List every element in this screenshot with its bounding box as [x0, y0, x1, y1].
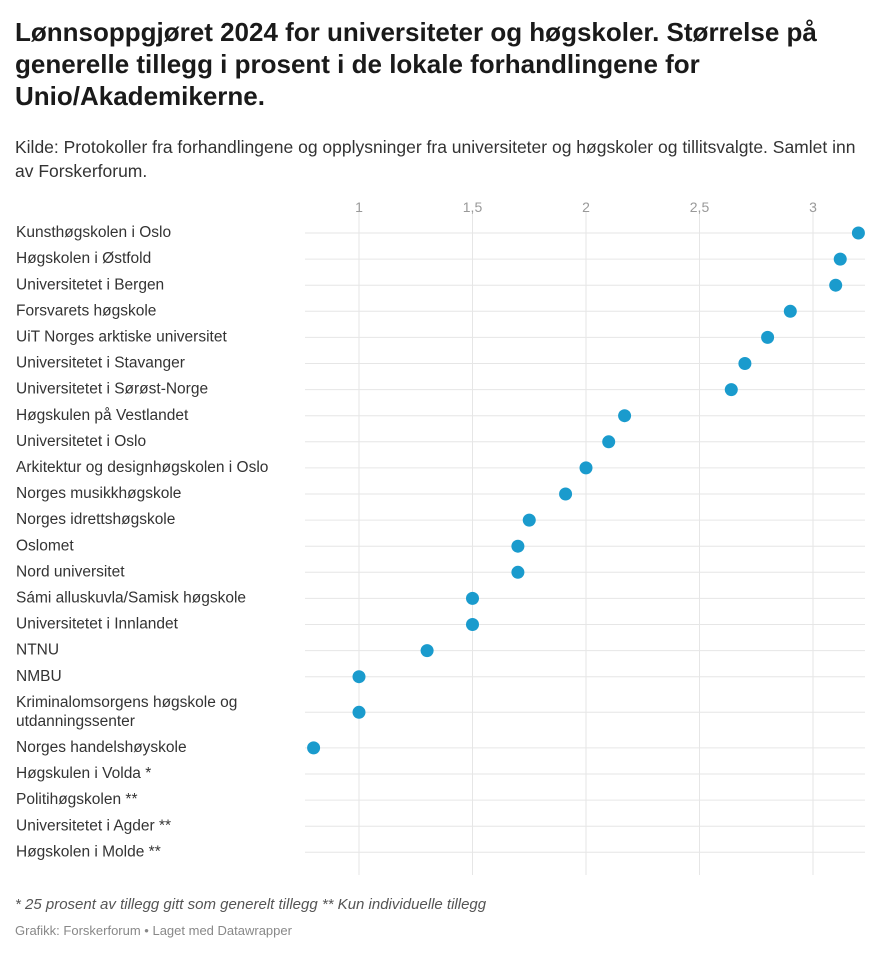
data-point [466, 591, 479, 605]
data-point [579, 461, 593, 475]
x-axis-ticks: 1 1,5 2 2,5 3 [355, 199, 817, 215]
row-label: Universitetet i Stavanger [16, 355, 185, 372]
data-point [761, 330, 775, 344]
row-label: Politihøgskolen ** [16, 791, 137, 808]
grid-lines [358, 212, 814, 875]
data-point [511, 539, 525, 553]
data-point [833, 252, 847, 266]
row-label: Universitetet i Agder ** [16, 817, 171, 834]
row-label: Høgskolen i Molde ** [16, 843, 161, 860]
row-label: Nord universitet [16, 563, 125, 580]
x-tick-label: 3 [809, 199, 817, 215]
chart-subtitle: Kilde: Protokoller fra forhandlingene og… [15, 137, 856, 181]
credit-source: Grafikk: Forskerforum [15, 923, 141, 938]
row-label: Norges musikkhøgskole [16, 485, 181, 502]
row-label: UiT Norges arktiske universitet [16, 328, 227, 345]
chart-title: Lønnsoppgjøret 2024 for universiteter og… [15, 17, 817, 111]
data-point [851, 226, 865, 240]
data-point [829, 278, 843, 292]
row-lines [305, 232, 865, 853]
row-label: NTNU [16, 642, 59, 659]
row-label: Universitetet i Innlandet [16, 616, 179, 633]
row-label: Oslomet [16, 537, 74, 554]
row-label: Høgskolen i Østfold [16, 250, 151, 267]
x-tick-label: 1 [355, 199, 363, 215]
data-point [352, 670, 366, 684]
row-label: NMBU [16, 668, 62, 685]
row-label: Sámi alluskuvla/Samisk høgskole [16, 589, 246, 606]
row-label: Universitetet i Oslo [16, 433, 146, 450]
data-point [559, 487, 573, 501]
row-labels: Kunsthøgskolen i Oslo Høgskolen i Østfold… [16, 224, 268, 860]
data-point [602, 435, 616, 449]
row-label: Universitetet i Bergen [16, 276, 164, 293]
data-point [738, 357, 752, 370]
data-point [522, 513, 536, 527]
x-tick-label: 2,5 [690, 199, 710, 215]
row-label: Kriminalomsorgens høgskole og [16, 694, 237, 711]
footnote: * 25 prosent av tillegg gitt som generel… [15, 896, 487, 913]
row-label: Norges handelshøyskole [16, 739, 187, 756]
data-point [618, 409, 632, 423]
credit-separator: • [140, 923, 153, 938]
row-label: Høgskulen i Volda * [16, 765, 151, 782]
row-label: Kunsthøgskolen i Oslo [16, 224, 171, 241]
data-point [352, 705, 366, 719]
data-point [307, 741, 321, 755]
dot-plot: 1 1,5 2 2,5 3 Kunsthøgskolen i Oslo Høgskolen… [16, 199, 865, 875]
x-tick-label: 1,5 [463, 199, 483, 215]
row-label: Høgskulen på Vestlandet [16, 407, 189, 424]
credit-tool-link[interactable]: Laget med Datawrapper [152, 923, 292, 938]
data-points [307, 226, 865, 755]
data-point [724, 383, 738, 397]
row-label: Arkitektur og designhøgskolen i Oslo [16, 459, 268, 476]
data-point [420, 644, 434, 658]
row-label: Forsvarets høgskole [16, 302, 156, 319]
row-label: Universitetet i Sørøst-Norge [16, 381, 208, 398]
data-point [511, 565, 525, 579]
x-tick-label: 2 [582, 199, 590, 215]
row-label: Norges idrettshøgskole [16, 511, 175, 528]
credit-line: Grafikk: Forskerforum • Laget med Datawr… [15, 923, 292, 938]
row-label: utdanningssenter [16, 713, 135, 730]
data-point [783, 304, 797, 318]
data-point [466, 618, 479, 631]
